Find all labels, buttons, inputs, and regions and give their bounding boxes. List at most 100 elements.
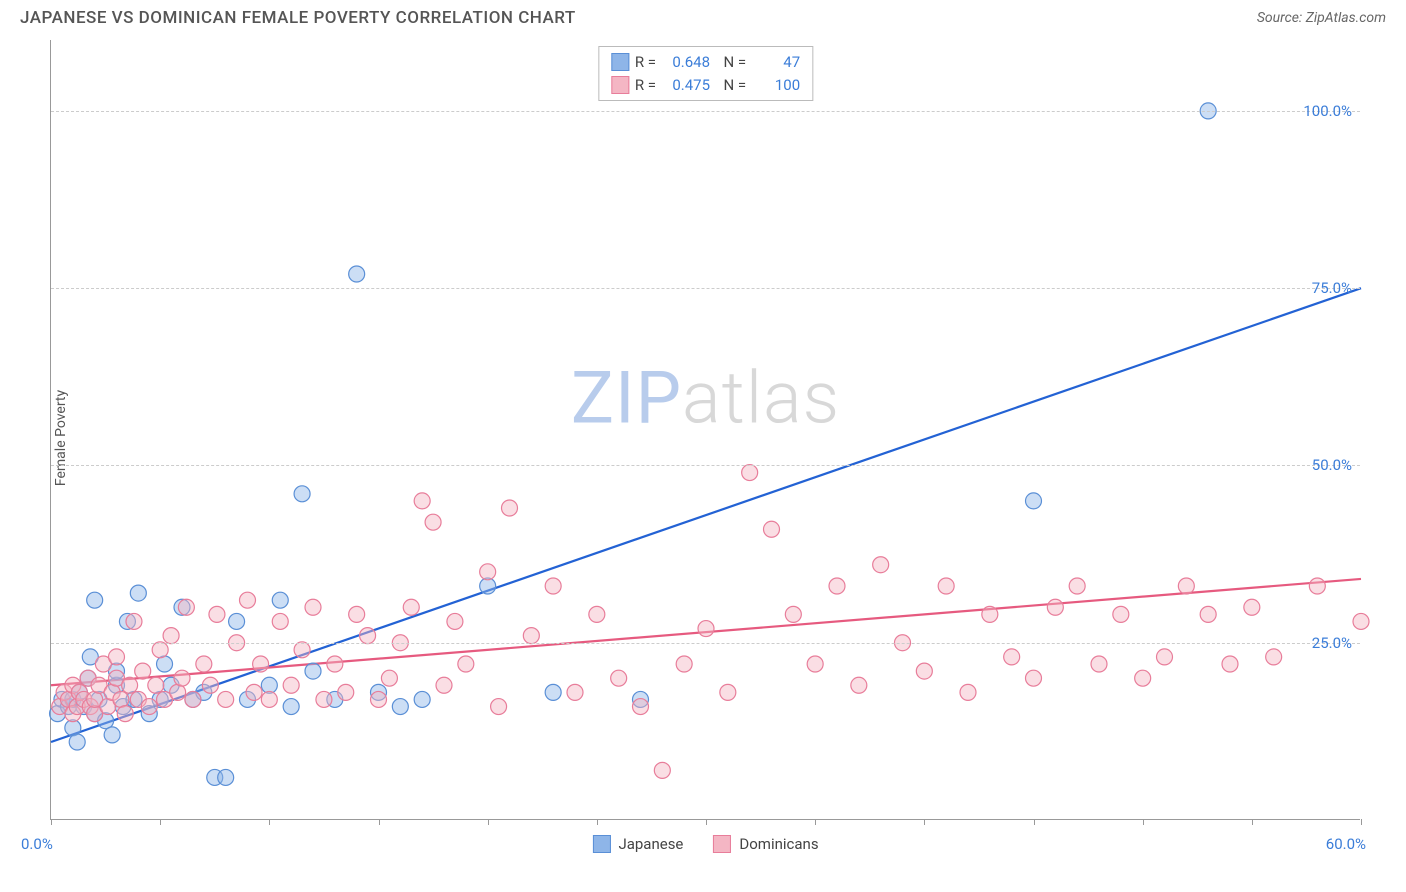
data-point [1266,649,1282,665]
data-point [1004,649,1020,665]
data-point [87,592,103,608]
x-tick [1034,819,1035,825]
legend-item: Dominicans [713,835,818,853]
data-point [360,628,376,644]
data-point [246,684,262,700]
data-point [1113,606,1129,622]
data-point [135,663,151,679]
data-point [720,684,736,700]
legend-swatch-icon [611,76,629,94]
data-point [829,578,845,594]
scatter-plot-svg [51,40,1360,819]
gridline [51,465,1360,466]
x-tick [488,819,489,825]
data-point [218,691,234,707]
data-point [916,663,932,679]
data-point [1026,493,1042,509]
data-point [611,670,627,686]
data-point [1244,599,1260,615]
data-point [104,727,120,743]
data-point [170,684,186,700]
legend-swatch-icon [611,53,629,71]
data-point [1069,578,1085,594]
stat-r-value: 0.648 [662,51,710,74]
legend-label: Japanese [618,835,683,853]
data-point [1309,578,1325,594]
data-point [491,699,507,715]
data-point [414,691,430,707]
data-point [545,684,561,700]
stat-key: R = [635,51,656,74]
data-point [163,628,179,644]
legend-swatch-icon [592,835,610,853]
data-point [157,656,173,672]
data-point [130,585,146,601]
data-point [392,699,408,715]
x-tick [51,819,52,825]
gridline [51,643,1360,644]
data-point [698,621,714,637]
x-tick [597,819,598,825]
data-point [654,762,670,778]
data-point [152,642,168,658]
x-tick [379,819,380,825]
x-tick [815,819,816,825]
data-point [938,578,954,594]
data-point [1178,578,1194,594]
data-point [371,691,387,707]
data-point [294,642,310,658]
data-point [349,606,365,622]
data-point [141,699,157,715]
data-point [633,699,649,715]
data-point [502,500,518,516]
stat-row: R =0.648 N =47 [611,51,800,74]
data-point [272,592,288,608]
data-point [545,578,561,594]
gridline [51,288,1360,289]
data-point [305,663,321,679]
data-point [742,465,758,481]
data-point [1222,656,1238,672]
data-point [178,599,194,615]
legend-item: Japanese [592,835,683,853]
data-point [447,613,463,629]
data-point [567,684,583,700]
data-point [1047,599,1063,615]
data-point [1200,606,1216,622]
data-point [676,656,692,672]
legend-label: Dominicans [739,835,818,853]
y-tick-label: 75.0% [1312,279,1352,297]
data-point [283,677,299,693]
data-point [113,691,129,707]
x-tick-label: 0.0% [21,835,53,853]
data-point [305,599,321,615]
data-point [807,656,823,672]
data-point [185,691,201,707]
data-point [240,592,256,608]
x-tick [1252,819,1253,825]
data-point [283,699,299,715]
x-tick-label: 60.0% [1326,835,1366,853]
data-point [272,613,288,629]
data-point [403,599,419,615]
data-point [851,677,867,693]
data-point [458,656,474,672]
data-point [253,656,269,672]
legend-swatch-icon [713,835,731,853]
x-tick [1143,819,1144,825]
stat-key: R = [635,74,656,97]
chart-header: JAPANESE VS DOMINICAN FEMALE POVERTY COR… [0,0,1406,32]
data-point [316,691,332,707]
y-tick-label: 25.0% [1312,634,1352,652]
data-point [174,670,190,686]
data-point [1026,670,1042,686]
data-point [202,677,218,693]
stat-n-value: 100 [752,74,800,97]
data-point [1135,670,1151,686]
x-tick [1361,819,1362,825]
y-tick-label: 50.0% [1312,456,1352,474]
x-tick [924,819,925,825]
x-tick [706,819,707,825]
data-point [229,613,245,629]
stat-key: N = [716,51,746,74]
